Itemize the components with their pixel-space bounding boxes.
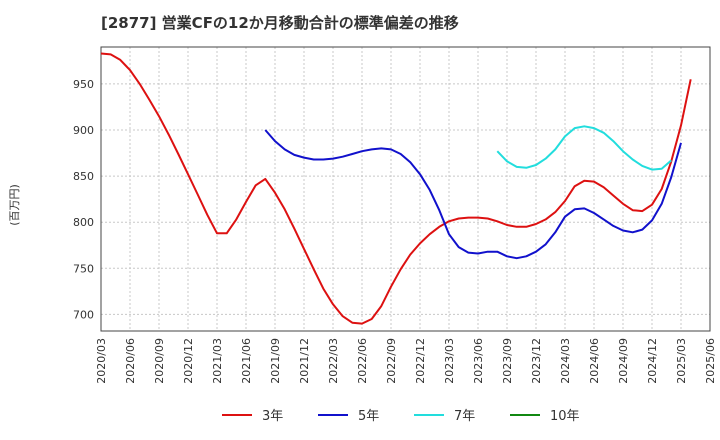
- series-line-2: [496, 125, 672, 171]
- x-tick-label: 2024/06: [588, 338, 601, 384]
- chart-title: [2877] 営業CFの12か月移動合計の標準偏差の推移: [101, 14, 459, 32]
- series-lines: [100, 52, 692, 325]
- legend-label-3: 10年: [550, 409, 580, 424]
- legend-label-2: 7年: [454, 409, 475, 424]
- axes: 700 750 800 850 900 950 2020/03 2020/06 2020/09 2…: [73, 46, 717, 384]
- legend-label-1: 5年: [358, 409, 379, 424]
- grid: [100, 47, 711, 331]
- x-tick-label: 2022/06: [356, 338, 369, 384]
- x-tick-label: 2022/09: [385, 338, 398, 384]
- x-tick-label: 2020/12: [182, 338, 195, 384]
- y-axis-label: (百万円): [8, 184, 21, 226]
- y-tick-label: 850: [73, 170, 94, 183]
- series-line-1: [264, 129, 682, 260]
- x-tick-label: 2023/06: [472, 338, 485, 384]
- x-tick-label: 2025/06: [704, 338, 717, 384]
- x-tick-label: 2023/03: [443, 338, 456, 384]
- x-tick-label: 2024/09: [617, 338, 630, 384]
- x-tick-label: 2024/12: [646, 338, 659, 384]
- x-tick-label: 2021/06: [240, 338, 253, 384]
- x-tick-label: 2025/03: [675, 338, 688, 384]
- x-tick-label: 2020/03: [95, 338, 108, 384]
- y-tick-label: 700: [73, 308, 94, 321]
- x-tick-label: 2021/12: [298, 338, 311, 384]
- y-tick-label: 750: [73, 262, 94, 275]
- x-tick-label: 2024/03: [559, 338, 572, 384]
- x-tick-label: 2023/12: [530, 338, 543, 384]
- series-line-0: [100, 52, 692, 325]
- y-tick-label: 950: [73, 78, 94, 91]
- legend: 3年 5年 7年 10年: [222, 409, 580, 424]
- x-tick-label: 2021/03: [211, 338, 224, 384]
- x-tick-label: 2020/06: [124, 338, 137, 384]
- x-tick-label: 2023/09: [501, 338, 514, 384]
- plot-frame: [100, 46, 711, 332]
- x-tick-label: 2021/09: [269, 338, 282, 384]
- x-tick-label: 2022/12: [414, 338, 427, 384]
- x-tick-label: 2020/09: [153, 338, 166, 384]
- y-tick-label: 800: [73, 216, 94, 229]
- y-tick-label: 900: [73, 124, 94, 137]
- legend-label-0: 3年: [262, 409, 283, 424]
- x-tick-label: 2022/03: [327, 338, 340, 384]
